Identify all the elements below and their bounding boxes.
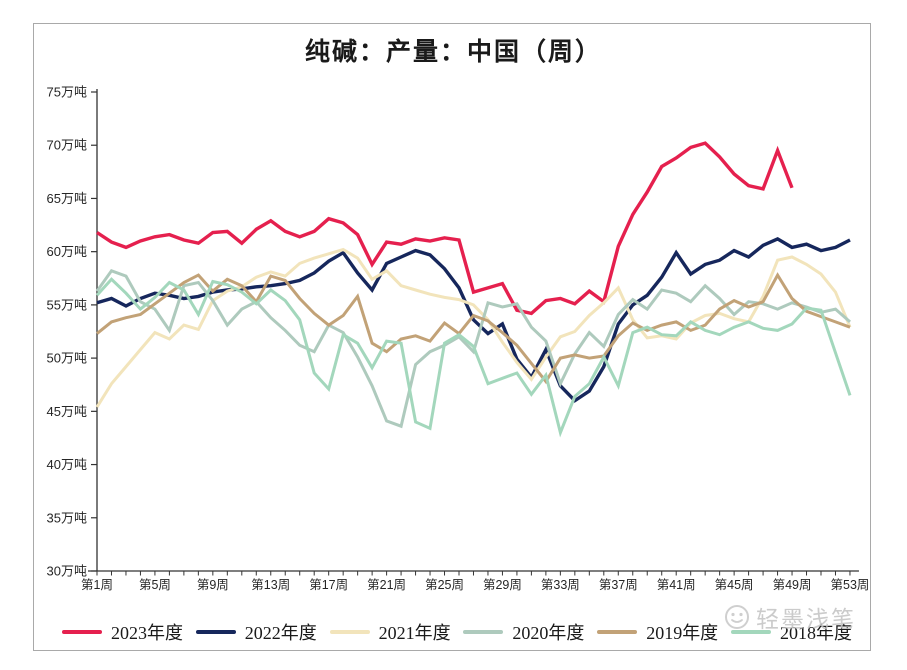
legend-swatch-2018 <box>730 630 771 634</box>
legend-label-2020: 2020年度 <box>512 623 585 643</box>
y-tick-label: 60万吨 <box>47 244 87 259</box>
legend-swatch-2023 <box>62 630 102 634</box>
legend-label-2019: 2019年度 <box>646 623 719 643</box>
legend-swatch-2020 <box>463 630 504 634</box>
legend-item-2019: 2019年度 <box>597 619 718 645</box>
y-tick-label: 65万吨 <box>47 191 87 206</box>
series-line-2023 <box>96 141 794 316</box>
x-tick-label: 第41周 <box>657 578 696 592</box>
legend-label-2023: 2023年度 <box>111 623 183 643</box>
x-tick-label: 第5周 <box>139 578 171 592</box>
chart-title: 纯碱：产量：中国（周） <box>304 39 602 66</box>
x-tick-label: 第45周 <box>715 578 754 592</box>
legend-item-2020: 2020年度 <box>463 619 584 645</box>
legend-item-2022: 2022年度 <box>195 619 317 645</box>
x-tick-label: 第25周 <box>425 578 464 592</box>
y-tick-label: 45万吨 <box>47 404 87 419</box>
legend-label-2018: 2018年度 <box>779 623 852 643</box>
legend-item-2021: 2021年度 <box>329 619 451 645</box>
series-line-2022 <box>96 236 851 403</box>
chart-legend: 2023年度 2022年度 2021年度 2020年度 2019年度 2018年度 <box>62 619 852 645</box>
x-tick-label: 第33周 <box>541 578 580 592</box>
x-tick-label: 第49周 <box>773 578 812 592</box>
x-tick-label: 第21周 <box>367 578 406 592</box>
legend-label-2022: 2022年度 <box>244 623 317 643</box>
y-tick-label: 30万吨 <box>47 564 87 579</box>
y-tick-label: 50万吨 <box>47 351 87 366</box>
x-tick-label: 第29周 <box>483 578 522 592</box>
series-line-2018 <box>95 277 852 438</box>
x-tick-label: 第13周 <box>251 578 290 592</box>
series-line-2021 <box>95 247 852 408</box>
y-tick-label: 70万吨 <box>47 138 87 153</box>
legend-item-2018: 2018年度 <box>730 619 852 645</box>
y-tick-label: 55万吨 <box>47 297 87 312</box>
legend-label-2021: 2021年度 <box>378 623 451 643</box>
legend-swatch-2022 <box>195 630 236 634</box>
x-tick-label: 第17周 <box>309 578 348 592</box>
x-tick-label: 第37周 <box>599 578 638 592</box>
y-tick-label: 75万吨 <box>47 85 87 100</box>
x-tick-label: 第9周 <box>197 578 229 592</box>
y-tick-label: 35万吨 <box>47 510 87 525</box>
x-tick-label: 第53周 <box>831 578 870 592</box>
series-line-2020 <box>95 268 851 429</box>
legend-swatch-2019 <box>597 630 638 634</box>
legend-item-2023: 2023年度 <box>62 619 183 645</box>
x-tick-label: 第1周 <box>81 578 113 592</box>
y-tick-label: 40万吨 <box>47 457 87 472</box>
legend-swatch-2021 <box>329 630 370 634</box>
